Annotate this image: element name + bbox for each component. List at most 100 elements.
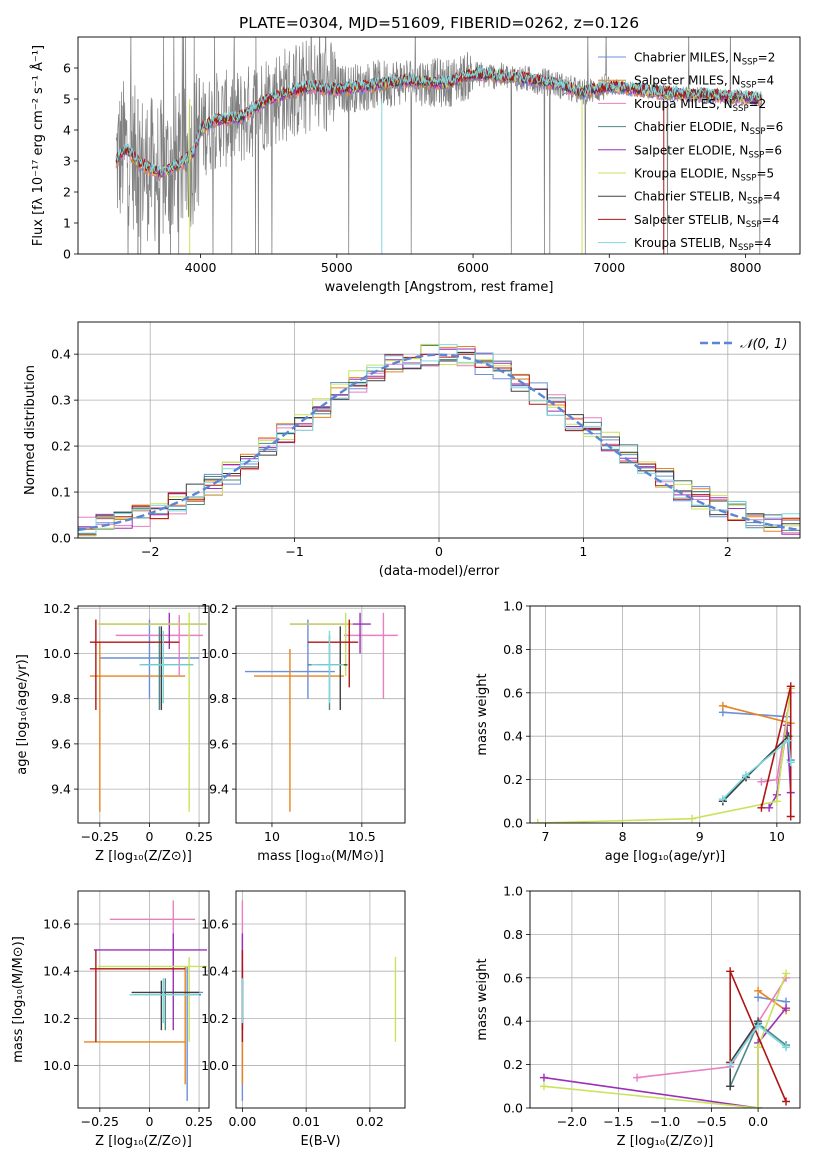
legend-label-name: Salpeter ELODIE, N (634, 143, 748, 157)
error-bar-point-8 (89, 949, 186, 1042)
panel-spectrum: 4000 5000 6000 7000 8000 0 1 2 3 4 5 6 wavelength [A… (30, 14, 801, 295)
y-tick-label: 1 (63, 216, 71, 231)
y-tick-label: 9.4 (209, 782, 229, 797)
x-tick-label: 0 (435, 544, 443, 559)
error-bar-point-7 (316, 626, 348, 710)
y-tick-label: 0.2 (503, 1057, 523, 1072)
error-bar-point-5 (289, 612, 371, 654)
x-tick-label: −2.0 (557, 1114, 587, 1129)
y-tick-label: 0.8 (503, 927, 523, 942)
plot-area (78, 343, 800, 537)
error-bar-point-1 (149, 966, 204, 1101)
legend-label-suffix: =4 (754, 236, 772, 250)
plus-marker (772, 797, 781, 806)
y-tick-label: 9.8 (209, 691, 229, 706)
legend-label: Kroupa STELIB, NSSP=4 (634, 236, 772, 253)
y-axis-label: age [log₁₀(age/yr)] (15, 654, 30, 775)
legend-label-sub: SSP (746, 220, 762, 230)
grid (530, 890, 800, 1109)
legend-label-suffix: =4 (756, 74, 774, 88)
legend-label: Chabrier STELIB, NSSP=4 (634, 190, 781, 207)
x-axis-label: age [log₁₀(age/yr)] (605, 849, 726, 864)
legend-label-sub: SSP (742, 58, 758, 68)
plus-marker (765, 803, 774, 812)
plus-marker (784, 736, 793, 745)
y-axis-label: Normed distribution (23, 365, 38, 495)
grid (236, 606, 405, 823)
x-tick-label: 9 (696, 829, 704, 844)
plus-marker (757, 803, 766, 812)
error-bar-point-6 (289, 612, 353, 677)
panel-residual-histogram: −2 −1 0 1 2 0.0 0.1 0.2 0.3 0.4 (data-model)/error… (23, 321, 801, 579)
panel-mass-weight-vs-Z: −2.0 −1.5 −1.0 −0.5 0.0 0.0 0.2 0.4 0.6 0.8 1.0 Z [… (475, 884, 801, 1149)
chart-title: PLATE=0304, MJD=51609, FIBERID=0262, z=0… (239, 14, 639, 32)
y-tick-label: 9.6 (209, 736, 229, 751)
plus-marker (539, 1073, 548, 1082)
plus-marker (782, 969, 791, 978)
axes-frame (77, 321, 801, 539)
x-tick-label: 0 (145, 829, 153, 844)
legend-label: 𝒩(0, 1) (740, 337, 787, 352)
y-tick-label: 10.0 (201, 646, 229, 661)
y-tick-label: 10.2 (201, 601, 229, 616)
legend-label: Kroupa ELODIE, NSSP=5 (634, 167, 774, 184)
y-tick-label: 0.3 (51, 393, 71, 408)
error-bar-point-2 (89, 642, 186, 812)
plus-marker (539, 1082, 548, 1091)
axes-frame (77, 36, 801, 255)
error-bar-point-3 (343, 612, 398, 699)
x-tick-label: −0.25 (81, 1114, 119, 1129)
legend-label-suffix: =2 (758, 51, 776, 65)
plus-marker (726, 1082, 735, 1091)
y-tick-label: 0.2 (51, 439, 71, 454)
y-tick-label: 6 (63, 61, 71, 76)
plus-marker (726, 1060, 735, 1069)
x-tick-label: 0.25 (185, 1114, 213, 1129)
x-tick-label: 0.25 (185, 829, 213, 844)
plus-marker (754, 1104, 763, 1108)
x-tick-label: −2 (141, 544, 159, 559)
x-tick-label: 1 (579, 544, 587, 559)
error-bar-point-1 (99, 619, 200, 699)
error-bar-point-9 (311, 630, 344, 704)
legend-label-sub: SSP (741, 81, 757, 91)
error-bar-point-9 (129, 978, 200, 1024)
mass-weight-line-2 (722, 705, 791, 724)
x-axis-label: mass [log₁₀(M/M⊙)] (257, 849, 384, 864)
x-tick-label: −1.0 (650, 1114, 680, 1129)
plot-area (533, 682, 795, 823)
legend-label-sub: SSP (741, 174, 757, 184)
plus-marker (754, 986, 763, 995)
x-axis-label: E(B-V) (300, 1134, 340, 1149)
plus-marker (718, 795, 727, 804)
error-bar-point-3 (109, 900, 196, 972)
x-axis-label: wavelength [Angstrom, rest frame] (325, 280, 554, 295)
legend-label-suffix: =2 (749, 97, 767, 111)
plus-marker (718, 701, 727, 710)
y-tick-label: 9.8 (51, 691, 71, 706)
plus-marker (633, 1073, 642, 1082)
y-tick-label: 10.0 (43, 1058, 71, 1073)
panel-mass-vs-Z: −0.25 0 0.25 10.0 10.2 10.4 10.6 Z [log₁₀(Z/Z⊙)… (11, 890, 213, 1149)
y-tick-label: 10.2 (43, 601, 71, 616)
y-tick-label: 0.0 (503, 816, 523, 831)
plus-marker (757, 777, 766, 786)
x-tick-label: 0.0 (748, 1114, 768, 1129)
mass-weight-line-6 (543, 973, 787, 1108)
x-tick-label: 4000 (185, 260, 217, 275)
x-tick-label: 8 (619, 829, 627, 844)
axes-frame (529, 890, 801, 1109)
y-tick-label: 10.6 (201, 917, 229, 932)
y-tick-label: 0.4 (503, 1014, 523, 1029)
histogram-step-line-9 (78, 344, 800, 535)
panel-age-vs-Z: −0.25 0 0.25 9.4 9.6 9.8 10.0 10.2 Z [log₁₀(Z/Z⊙… (15, 601, 213, 864)
legend-label: Kroupa MILES, NSSP=2 (634, 97, 766, 114)
y-tick-label: 2 (63, 185, 71, 200)
x-tick-label: −1.5 (603, 1114, 633, 1129)
plot-area (244, 612, 398, 812)
y-tick-label: 9.4 (51, 782, 71, 797)
y-axis-label: mass weight (475, 958, 490, 1040)
y-tick-label: 0.0 (503, 1101, 523, 1116)
x-tick-label: 10 (769, 829, 785, 844)
